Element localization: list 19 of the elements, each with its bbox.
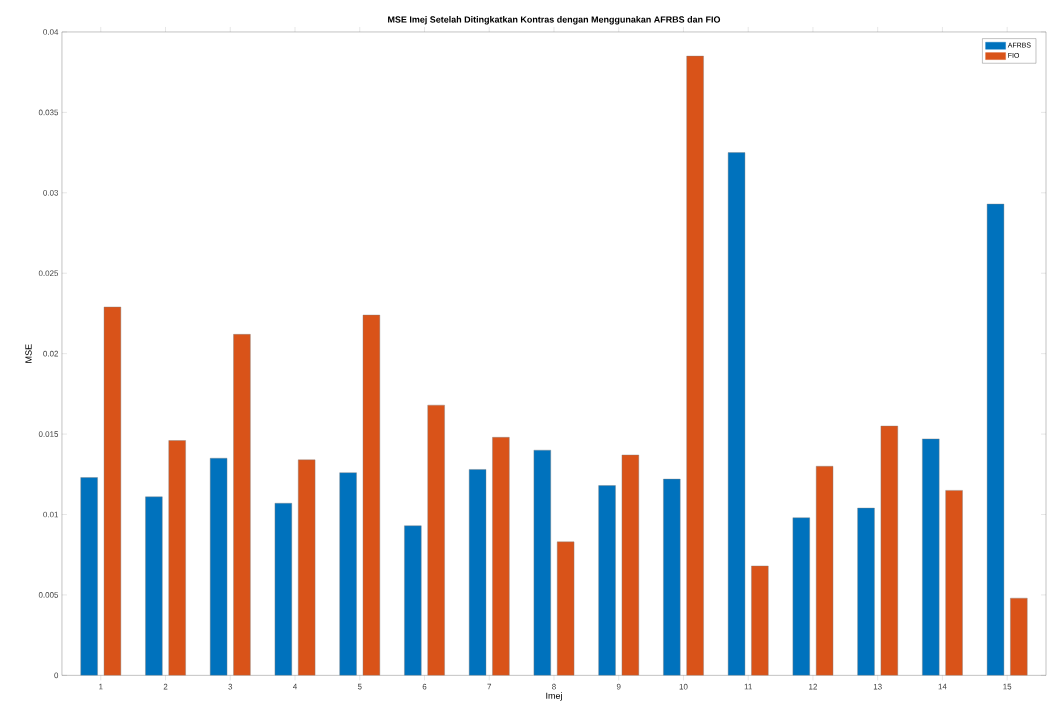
- bar: [922, 438, 940, 676]
- bar: [427, 404, 445, 676]
- bar: [663, 478, 681, 676]
- bar: [145, 496, 163, 676]
- y-axis-title: MSE: [25, 344, 32, 363]
- bar: [945, 490, 963, 676]
- bar: [168, 440, 186, 676]
- bar: [339, 472, 357, 676]
- bar: [857, 507, 875, 676]
- bar: [598, 485, 616, 676]
- bar: [492, 436, 510, 676]
- bar: [80, 477, 98, 676]
- bar: [1010, 597, 1028, 676]
- chart-title: MSE Imej Setelah Ditingkatkan Kontras dengan Menggunakan AFRBS dan FIO: [388, 15, 721, 25]
- bar: [233, 334, 251, 676]
- bar: [686, 55, 704, 676]
- bar: [404, 525, 422, 676]
- bar: [751, 565, 769, 676]
- x-axis-title: Imej: [546, 692, 562, 701]
